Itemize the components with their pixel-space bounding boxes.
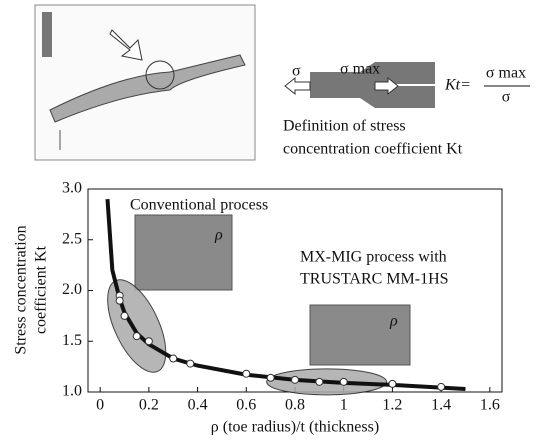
data-point [170,355,177,362]
y-tick-label: 1.0 [62,383,82,400]
annotation: ρ [389,313,398,330]
kt-denominator: σ [502,89,511,106]
x-tick-label: 0.8 [285,397,305,414]
data-point [145,338,152,345]
x-tick-label: 1 [340,397,348,414]
y-axis-label: coefficient Kt [33,245,50,334]
annotation: Conventional process [130,197,268,214]
x-tick-label: 0.4 [188,397,208,414]
fem-legend [42,12,52,57]
figure: σ σ max Kt= σ max σ Definition of stress… [0,0,538,441]
data-point [121,312,128,319]
y-tick-label: 1.5 [62,332,82,349]
x-tick-label: 0.2 [139,397,159,414]
sigma-max-label: σ max [340,61,380,78]
x-tick-label: 1.6 [480,397,500,414]
caption-line: Definition of stress [283,118,406,135]
data-point [389,380,396,387]
annotation: TRUSTARC MM-1HS [300,271,449,288]
data-point [243,370,250,377]
y-tick-label: 3.0 [62,180,82,197]
data-point [438,383,445,390]
data-point [316,378,323,385]
x-axis-label: ρ (toe radius)/t (thickness) [211,419,379,436]
annotation: ρ [214,227,223,244]
data-point [267,374,274,381]
x-tick-label: 1.4 [431,397,451,414]
sigma-label: σ [292,63,301,80]
x-tick-label: 1.2 [382,397,402,414]
stress-arrow-left [285,78,310,94]
data-point [116,297,123,304]
data-point [133,333,140,340]
data-point [292,376,299,383]
data-point [187,360,194,367]
x-tick-label: 0 [96,397,104,414]
kt-numerator: σ max [486,65,526,82]
kt-label: Kt= [444,77,471,94]
y-axis-label: Stress concentration [13,225,30,354]
annotation: MX-MIG process with [300,249,447,266]
x-tick-label: 0.6 [236,397,256,414]
y-tick-label: 2.0 [62,281,82,298]
y-tick-label: 2.5 [62,230,82,247]
data-point [340,378,347,385]
caption-line: concentration coefficient Kt [283,141,463,158]
